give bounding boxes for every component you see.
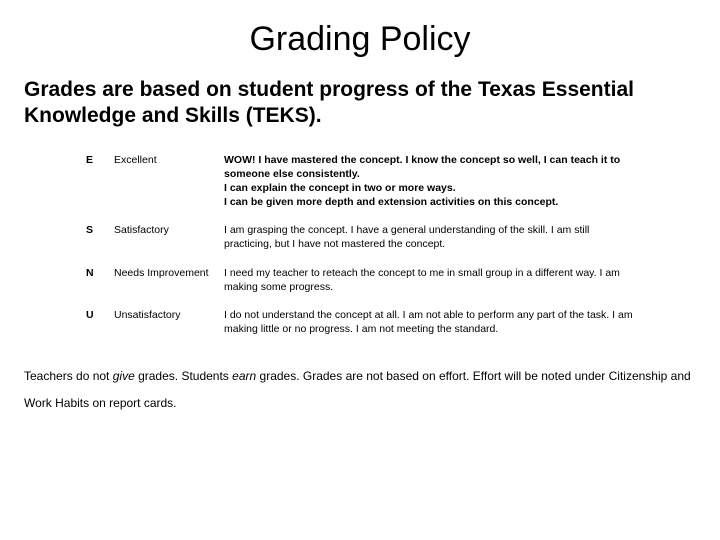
intro-text: Grades are based on student progress of …: [24, 77, 696, 130]
table-row: S Satisfactory I am grasping the concept…: [80, 216, 640, 258]
grade-code: N: [80, 259, 108, 301]
desc-rest: I do not understand the concept at all. …: [224, 309, 633, 335]
footer-part: grades. Students: [135, 369, 232, 383]
grade-description: I do not understand the concept at all. …: [218, 301, 640, 343]
grade-description: I am grasping the concept. I have a gene…: [218, 216, 640, 258]
footer-emph-give: give: [113, 369, 135, 383]
grade-code: E: [80, 146, 108, 217]
grade-label: Unsatisfactory: [108, 301, 218, 343]
footer-text: Teachers do not give grades. Students ea…: [24, 363, 696, 416]
grade-code: S: [80, 216, 108, 258]
grade-label: Needs Improvement: [108, 259, 218, 301]
table-row: U Unsatisfactory I do not understand the…: [80, 301, 640, 343]
desc-bold: WOW! I have mastered the concept. I know…: [224, 154, 620, 209]
grades-table: E Excellent WOW! I have mastered the con…: [80, 146, 640, 344]
desc-rest: I am grasping the concept. I have a gene…: [224, 224, 589, 250]
grade-description: WOW! I have mastered the concept. I know…: [218, 146, 640, 217]
grade-code: U: [80, 301, 108, 343]
grade-label: Satisfactory: [108, 216, 218, 258]
table-row: E Excellent WOW! I have mastered the con…: [80, 146, 640, 217]
footer-emph-earn: earn: [232, 369, 256, 383]
table-row: N Needs Improvement I need my teacher to…: [80, 259, 640, 301]
grade-label: Excellent: [108, 146, 218, 217]
page-title: Grading Policy: [24, 20, 696, 59]
footer-part: Teachers do not: [24, 369, 113, 383]
grade-description: I need my teacher to reteach the concept…: [218, 259, 640, 301]
desc-rest: I need my teacher to reteach the concept…: [224, 267, 620, 293]
